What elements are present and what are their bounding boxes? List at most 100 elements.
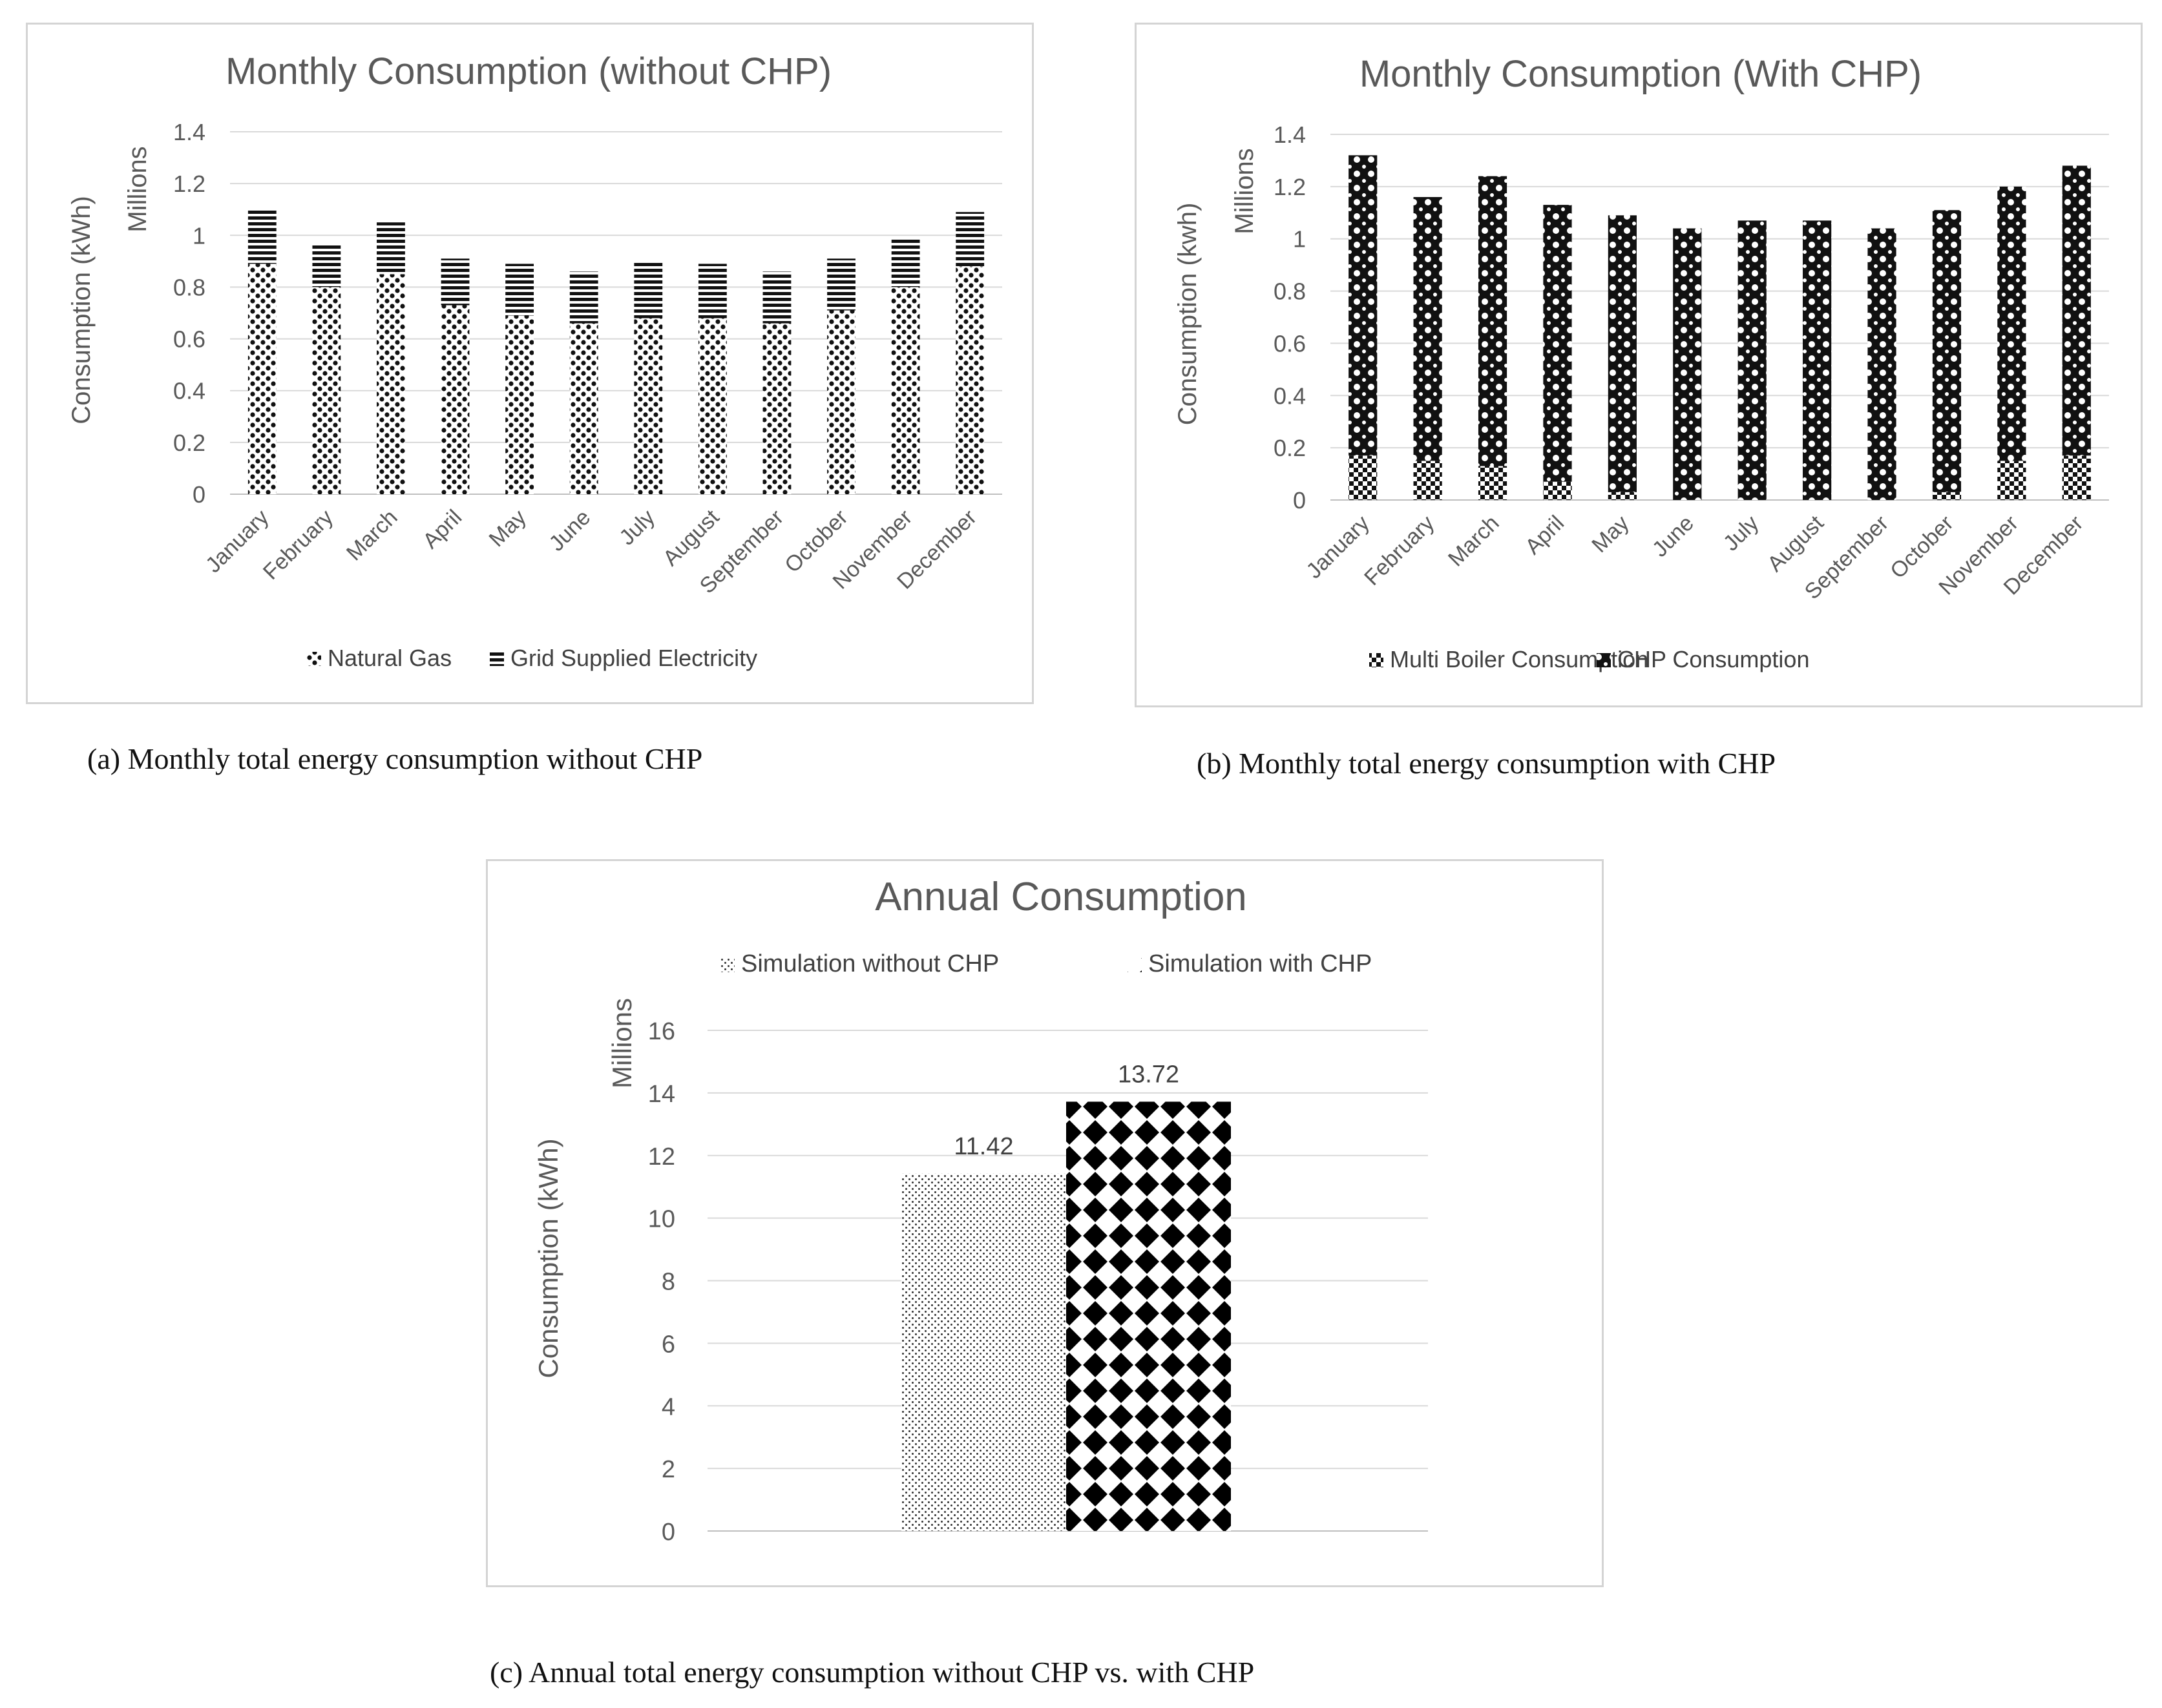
chart-panel-b: Monthly Consumption (With CHP) 0 0.2 0.4 0.6… (1135, 23, 2143, 707)
y-tick-label: 0.4 (1274, 382, 1306, 409)
bar-segment (1673, 228, 1702, 500)
bar-segment (1543, 481, 1572, 500)
bar-segment (891, 287, 920, 494)
chart-panel-a: Monthly Consumption (without CHP) 0 0.2 0.4… (26, 23, 1034, 704)
bar-segment (1803, 220, 1832, 500)
bar-segment (1997, 461, 2026, 500)
bar-segment (1478, 466, 1507, 500)
y-axis-title: Consumption (kWh) (533, 1138, 563, 1378)
bar-segment (698, 264, 727, 318)
y-tick-label: 0.6 (173, 326, 205, 353)
bar-segment (634, 261, 663, 318)
y-tick-label: 8 (662, 1269, 675, 1296)
chart-a-svg: Monthly Consumption (without CHP) 0 0.2 0.4… (67, 50, 1002, 671)
bar-segment (377, 222, 405, 275)
bar (1066, 1101, 1231, 1531)
y-tick-label: 1.4 (1274, 121, 1306, 148)
bar-segment (1543, 205, 1572, 482)
y-tick-label: 0 (662, 1519, 675, 1546)
legend-swatch (490, 652, 504, 666)
bar-segment (827, 258, 855, 311)
bar-segment (569, 271, 598, 324)
y-tick-label: 12 (648, 1143, 675, 1171)
x-tick-label: July (1719, 511, 1764, 556)
bar-segment (1349, 455, 1378, 500)
chart-panel-c: Annual Consumption 0 2 4 6 8 10 12 14 16 Consumpti… (486, 859, 1604, 1587)
y-tick-label: 0 (193, 481, 205, 508)
legend-swatch (720, 958, 735, 972)
legend-label: Grid Supplied Electricity (510, 645, 757, 671)
bar-segment (762, 271, 792, 324)
x-tick-label: August (1763, 510, 1829, 576)
bar-segment (698, 318, 727, 494)
x-tick-label: March (1443, 511, 1504, 572)
x-tick-label: April (418, 505, 467, 554)
bar-segment (312, 243, 341, 287)
y-tick-label: 0.6 (1274, 330, 1306, 357)
bar-segment (441, 258, 470, 306)
data-label: 11.42 (954, 1133, 1013, 1160)
bar-segment (956, 266, 985, 494)
x-tick-label: March (342, 505, 403, 566)
bar-segment (1867, 228, 1896, 500)
x-tick-label: February (1359, 511, 1439, 590)
y-tick-label: 1.2 (173, 171, 205, 197)
y-tick-label: 0.4 (173, 378, 205, 404)
legend-swatch (1369, 653, 1383, 667)
bar-segment (1478, 176, 1507, 466)
y-tick-label: 1 (193, 222, 205, 249)
legend-swatch (1128, 958, 1142, 972)
bar (901, 1173, 1066, 1531)
chart-title: Monthly Consumption (without CHP) (226, 50, 832, 92)
legend-label: Simulation with CHP (1148, 950, 1372, 977)
x-tick-label: February (258, 505, 338, 585)
y-tick-label: 10 (648, 1206, 675, 1233)
chart-c-svg: Annual Consumption 0 2 4 6 8 10 12 14 16 Consumpti… (533, 875, 1428, 1546)
bar-segment (1608, 215, 1637, 492)
bar-segment (2062, 165, 2091, 456)
y-axis-unit: Millions (1230, 148, 1259, 234)
bar-segment (634, 318, 663, 494)
bar-segment (1932, 210, 1962, 492)
legend-swatch (1597, 653, 1611, 667)
bar-segment (891, 238, 920, 287)
x-tick-label: June (544, 505, 595, 556)
y-tick-label: 4 (662, 1393, 675, 1421)
bar-segment (377, 274, 405, 494)
y-tick-label: 14 (648, 1081, 675, 1108)
bar-segment (1932, 492, 1962, 500)
bar-segment (247, 209, 277, 264)
data-label: 13.72 (1118, 1061, 1179, 1088)
bar-segment (956, 212, 985, 267)
y-tick-label: 1 (1293, 226, 1306, 253)
y-tick-label: 6 (662, 1331, 675, 1358)
y-tick-label: 1.2 (1274, 174, 1306, 200)
bar-segment (1608, 492, 1637, 500)
x-tick-label: May (484, 505, 530, 552)
chart-title: Annual Consumption (875, 875, 1247, 919)
bar-segment (1997, 186, 2026, 461)
y-tick-label: 0.8 (1274, 278, 1306, 305)
caption-c: (c) Annual total energy consumption with… (490, 1656, 1255, 1689)
y-tick-label: 0.2 (173, 430, 205, 456)
bar-segment (1413, 461, 1442, 500)
bar-segment (247, 264, 277, 494)
legend-label: Simulation without CHP (741, 950, 999, 977)
y-tick-label: 0.2 (1274, 435, 1306, 461)
y-axis-unit: Millions (123, 146, 152, 232)
bar-segment (441, 305, 470, 494)
chart-title: Monthly Consumption (With CHP) (1359, 53, 1922, 95)
legend-swatch (307, 652, 321, 666)
bar-segment (762, 323, 792, 494)
bar-segment (1413, 197, 1442, 461)
bar-segment (827, 310, 855, 494)
caption-a: (a) Monthly total energy consumption wit… (87, 742, 703, 775)
bar-segment (1349, 155, 1378, 456)
x-tick-label: April (1520, 511, 1569, 559)
legend-label: Natural Gas (328, 645, 452, 671)
y-tick-label: 0 (1293, 487, 1306, 514)
bar-segment (2062, 455, 2091, 500)
x-tick-label: May (1587, 511, 1633, 557)
bar-segment (505, 264, 534, 316)
y-tick-label: 16 (648, 1018, 675, 1045)
